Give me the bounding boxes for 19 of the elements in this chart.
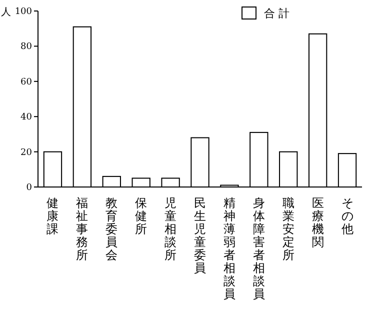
y-tick-label: 40 xyxy=(20,112,32,123)
x-tick-label: 精神薄弱者相談員 xyxy=(223,196,236,301)
legend-label: 合 計 xyxy=(264,7,290,20)
y-tick-label: 80 xyxy=(20,42,32,52)
x-tick-label: 児童相談所 xyxy=(164,196,177,262)
y-tick-label: 0 xyxy=(26,183,32,193)
x-tick-label: 福祉事務所 xyxy=(76,196,88,262)
x-tick-label: その他 xyxy=(341,196,354,236)
y-tick-label: 20 xyxy=(20,148,32,158)
x-tick-label: 健康課 xyxy=(46,196,59,236)
x-tick-label: 身体障害者相談員 xyxy=(252,196,265,301)
x-tick-label: 医療機関 xyxy=(312,196,324,249)
y-axis-title: 人 xyxy=(1,7,11,18)
y-tick-label: 100 xyxy=(14,7,32,17)
x-tick-label: 民生児童委員 xyxy=(194,196,206,275)
y-tick-label: 60 xyxy=(20,77,32,88)
x-tick-label: 教育委員会 xyxy=(106,196,118,262)
x-tick-label: 保健所 xyxy=(135,196,148,236)
x-tick-label: 職業安定所 xyxy=(282,196,294,262)
